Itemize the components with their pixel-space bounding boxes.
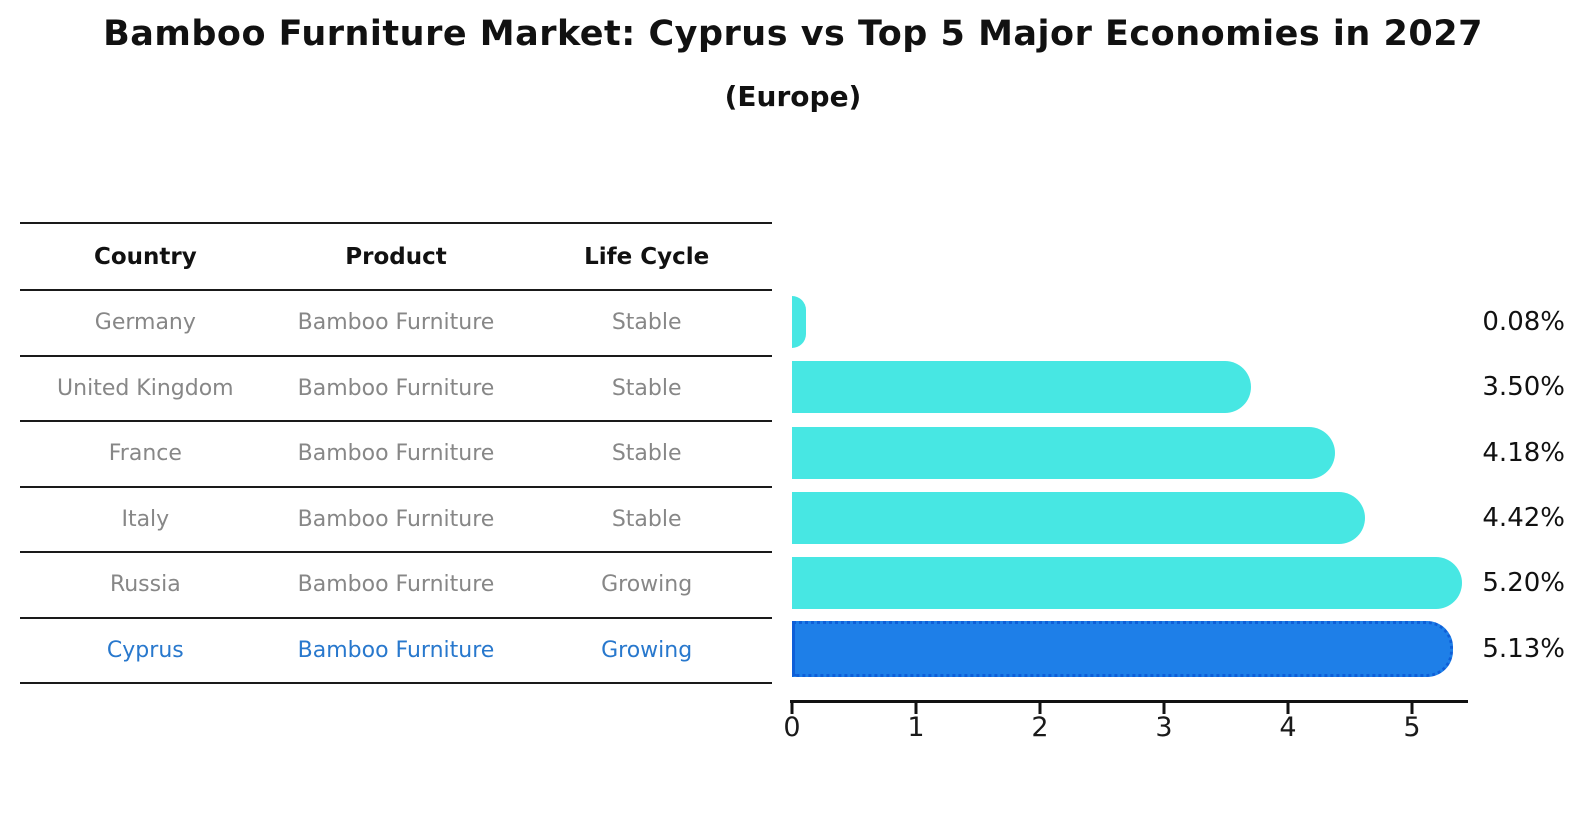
bar-france	[792, 427, 1336, 479]
cell-life-cycle: Stable	[521, 289, 772, 356]
cell-product: Bamboo Furniture	[270, 420, 522, 487]
bar-italy	[792, 492, 1366, 544]
x-tick-label-4: 4	[1279, 712, 1297, 743]
bar-cyprus	[792, 621, 1454, 677]
country-table: Country Product Life Cycle Germany Bambo…	[20, 222, 772, 684]
cell-life-cycle: Growing	[521, 616, 772, 684]
table-row-russia: Russia Bamboo Furniture Growing	[20, 551, 772, 618]
x-tick-4	[1286, 703, 1290, 714]
cell-life-cycle: Stable	[521, 420, 772, 487]
x-tick-label-5: 5	[1403, 712, 1421, 743]
value-label-italy: 4.42%	[1482, 503, 1565, 533]
x-tick-label-2: 2	[1031, 712, 1049, 743]
value-label-cyprus: 5.13%	[1482, 634, 1565, 664]
cell-country: United Kingdom	[20, 354, 271, 421]
x-tick-3	[1162, 703, 1166, 714]
value-label-france: 4.18%	[1482, 438, 1565, 468]
cell-life-cycle: Growing	[521, 551, 772, 618]
cell-country: Italy	[20, 485, 271, 552]
table-row-united-kingdom: United Kingdom Bamboo Furniture Stable	[20, 354, 772, 421]
x-axis-line	[790, 700, 1468, 703]
x-tick-5	[1410, 703, 1414, 714]
table-header-row: Country Product Life Cycle	[20, 222, 772, 290]
column-header-country: Country	[20, 222, 271, 290]
cell-country: Cyprus	[20, 616, 271, 684]
bar-russia	[792, 557, 1462, 609]
chart-subtitle: (Europe)	[724, 80, 862, 113]
table-row-italy: Italy Bamboo Furniture Stable	[20, 485, 772, 552]
x-tick-label-1: 1	[907, 712, 925, 743]
cell-product: Bamboo Furniture	[270, 616, 522, 684]
x-tick-label-3: 3	[1155, 712, 1173, 743]
bar-united-kingdom	[792, 361, 1251, 413]
bar-germany	[792, 296, 806, 348]
x-tick-0	[790, 703, 794, 714]
column-header-life-cycle: Life Cycle	[521, 222, 772, 290]
cell-product: Bamboo Furniture	[270, 551, 522, 618]
x-tick-2	[1038, 703, 1042, 714]
table-row-germany: Germany Bamboo Furniture Stable	[20, 289, 772, 356]
cell-country: France	[20, 420, 271, 487]
cell-product: Bamboo Furniture	[270, 289, 522, 356]
cell-life-cycle: Stable	[521, 485, 772, 552]
cell-product: Bamboo Furniture	[270, 354, 522, 421]
cell-country: Germany	[20, 289, 271, 356]
value-label-russia: 5.20%	[1482, 568, 1565, 598]
x-tick-label-0: 0	[783, 712, 801, 743]
cell-life-cycle: Stable	[521, 354, 772, 421]
x-tick-1	[914, 703, 918, 714]
cell-product: Bamboo Furniture	[270, 485, 522, 552]
value-label-germany: 0.08%	[1482, 307, 1565, 337]
table-row-cyprus: Cyprus Bamboo Furniture Growing	[20, 616, 772, 684]
table-row-france: France Bamboo Furniture Stable	[20, 420, 772, 487]
chart-title: Bamboo Furniture Market: Cyprus vs Top 5…	[103, 14, 1483, 54]
column-header-product: Product	[270, 222, 522, 290]
value-label-united-kingdom: 3.50%	[1482, 372, 1565, 402]
cell-country: Russia	[20, 551, 271, 618]
